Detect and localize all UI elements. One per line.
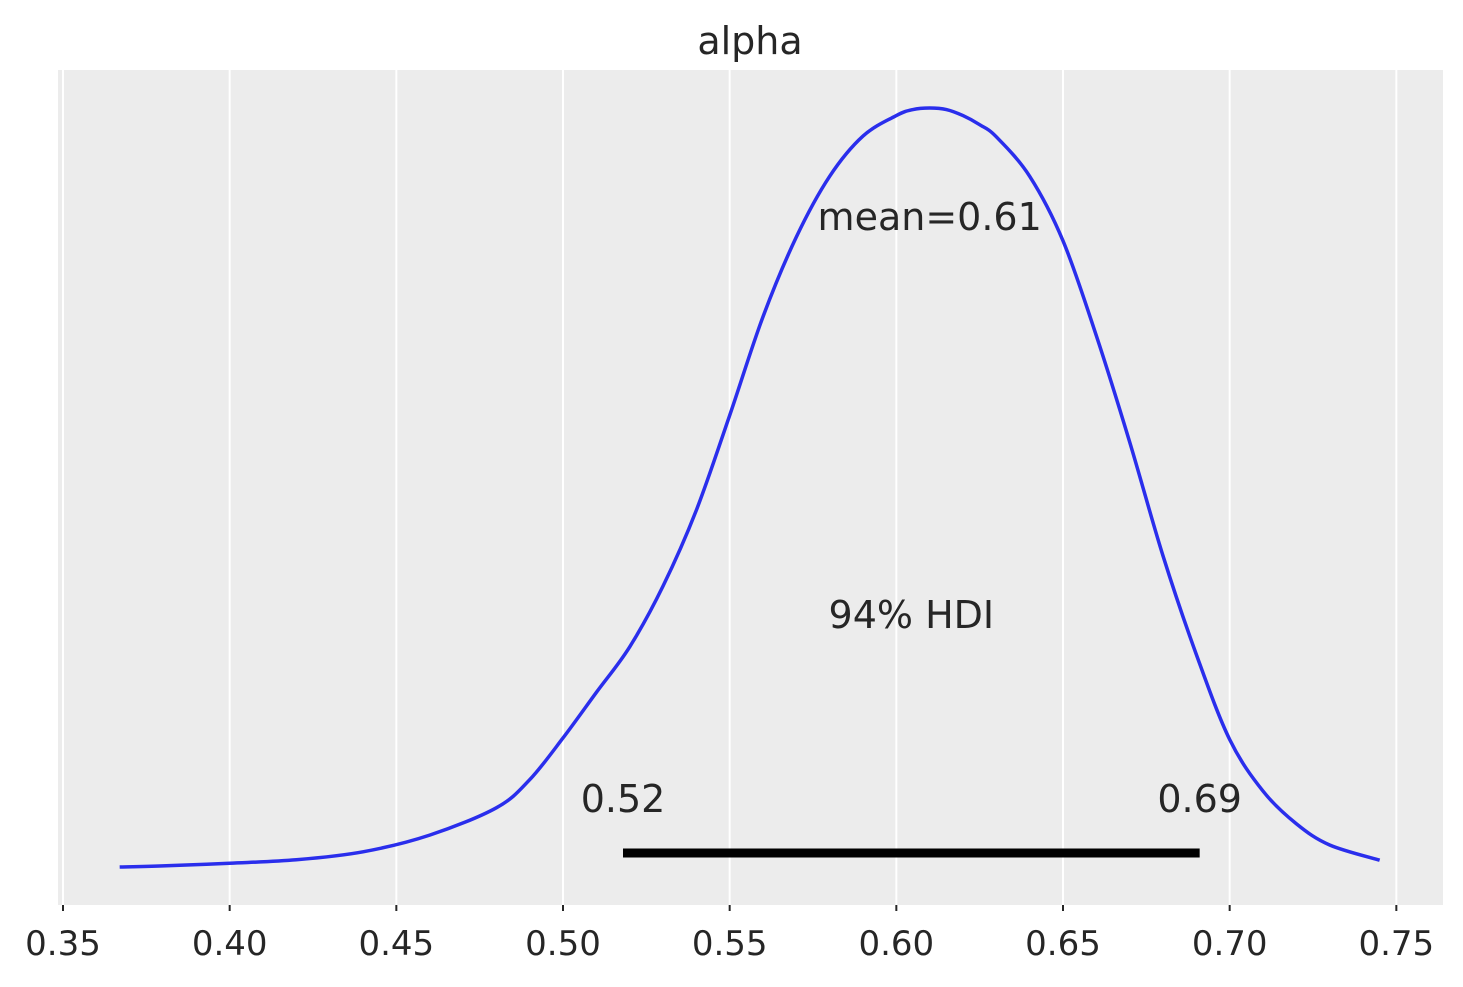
x-tick-label: 0.65 xyxy=(1025,924,1101,964)
x-tick-label: 0.70 xyxy=(1192,924,1268,964)
mean-annotation: mean=0.61 xyxy=(818,195,1042,239)
x-axis-ticks: 0.35 0.40 0.45 0.50 0.55 0.60 0.65 0.70 0.75 xyxy=(25,905,1434,964)
chart-title: alpha xyxy=(697,19,802,63)
hdi-lower-label: 0.52 xyxy=(581,777,666,821)
hdi-probability-label: 94% HDI xyxy=(829,593,995,637)
kde-density-line xyxy=(119,106,1381,869)
plot-background xyxy=(58,70,1443,905)
grid-lines xyxy=(62,70,1398,905)
x-tick-label: 0.40 xyxy=(192,924,268,964)
x-tick-label: 0.50 xyxy=(525,924,601,964)
x-tick-label: 0.45 xyxy=(358,924,434,964)
x-tick-label: 0.75 xyxy=(1358,924,1434,964)
x-tick-label: 0.35 xyxy=(25,924,101,964)
x-tick-label: 0.55 xyxy=(692,924,768,964)
x-tick-label: 0.60 xyxy=(858,924,934,964)
hdi-upper-label: 0.69 xyxy=(1157,777,1242,821)
